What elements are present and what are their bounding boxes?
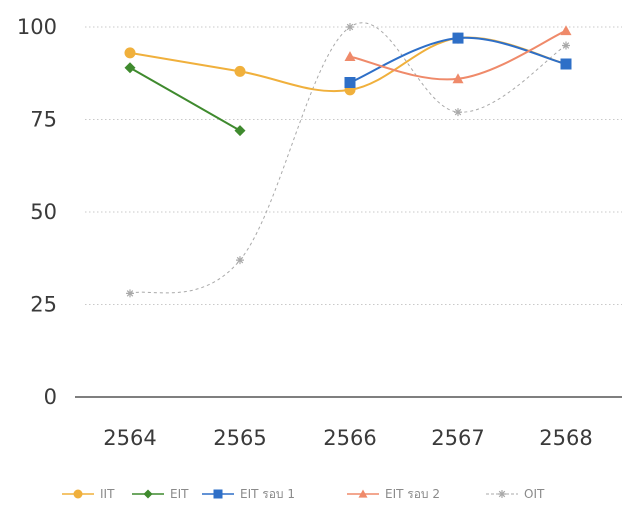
data-point (126, 289, 134, 298)
x-tick-label: 2566 (323, 426, 376, 450)
data-point (452, 73, 464, 84)
x-tick-label: 2565 (213, 426, 266, 450)
data-point (562, 41, 570, 50)
data-point (344, 51, 356, 61)
data-point (124, 62, 136, 74)
data-point (236, 256, 244, 265)
y-tick-label: 0 (44, 385, 57, 409)
data-point (234, 65, 246, 77)
series-star-group (126, 22, 570, 298)
legend-marker (73, 489, 83, 499)
legend-label: IIT (100, 487, 115, 501)
data-point (124, 47, 136, 59)
data-point (346, 23, 354, 31)
x-tick-label: 2564 (103, 426, 156, 450)
legend-marker (498, 490, 506, 498)
legend-marker (358, 489, 368, 498)
legend: IIT EIT EIT รอบ 1 EIT รอบ 2 OIT (62, 487, 545, 501)
data-point (344, 77, 356, 88)
data-point (454, 108, 462, 117)
legend-label: OIT (524, 487, 545, 501)
data-point (560, 58, 572, 70)
grid-lines (85, 26, 622, 305)
y-tick-label: 25 (30, 293, 57, 317)
x-tick-label: 2567 (431, 426, 484, 450)
y-tick-label: 100 (17, 15, 57, 39)
legend-marker (213, 489, 223, 499)
series-square-group (344, 32, 572, 88)
series-triangle-group (344, 25, 572, 84)
y-tick-label: 75 (30, 108, 57, 132)
legend-label: EIT (170, 487, 189, 501)
data-point (234, 125, 246, 137)
y-tick-label: 50 (30, 200, 57, 224)
x-tick-label: 2568 (539, 426, 592, 450)
data-point (452, 32, 464, 44)
data-point (560, 25, 572, 36)
legend-label: EIT รอบ 2 (385, 487, 440, 501)
series-line (129, 66, 241, 132)
series-diamond-group (124, 62, 246, 137)
legend-label: EIT รอบ 1 (240, 487, 295, 501)
legend-marker (143, 489, 153, 499)
